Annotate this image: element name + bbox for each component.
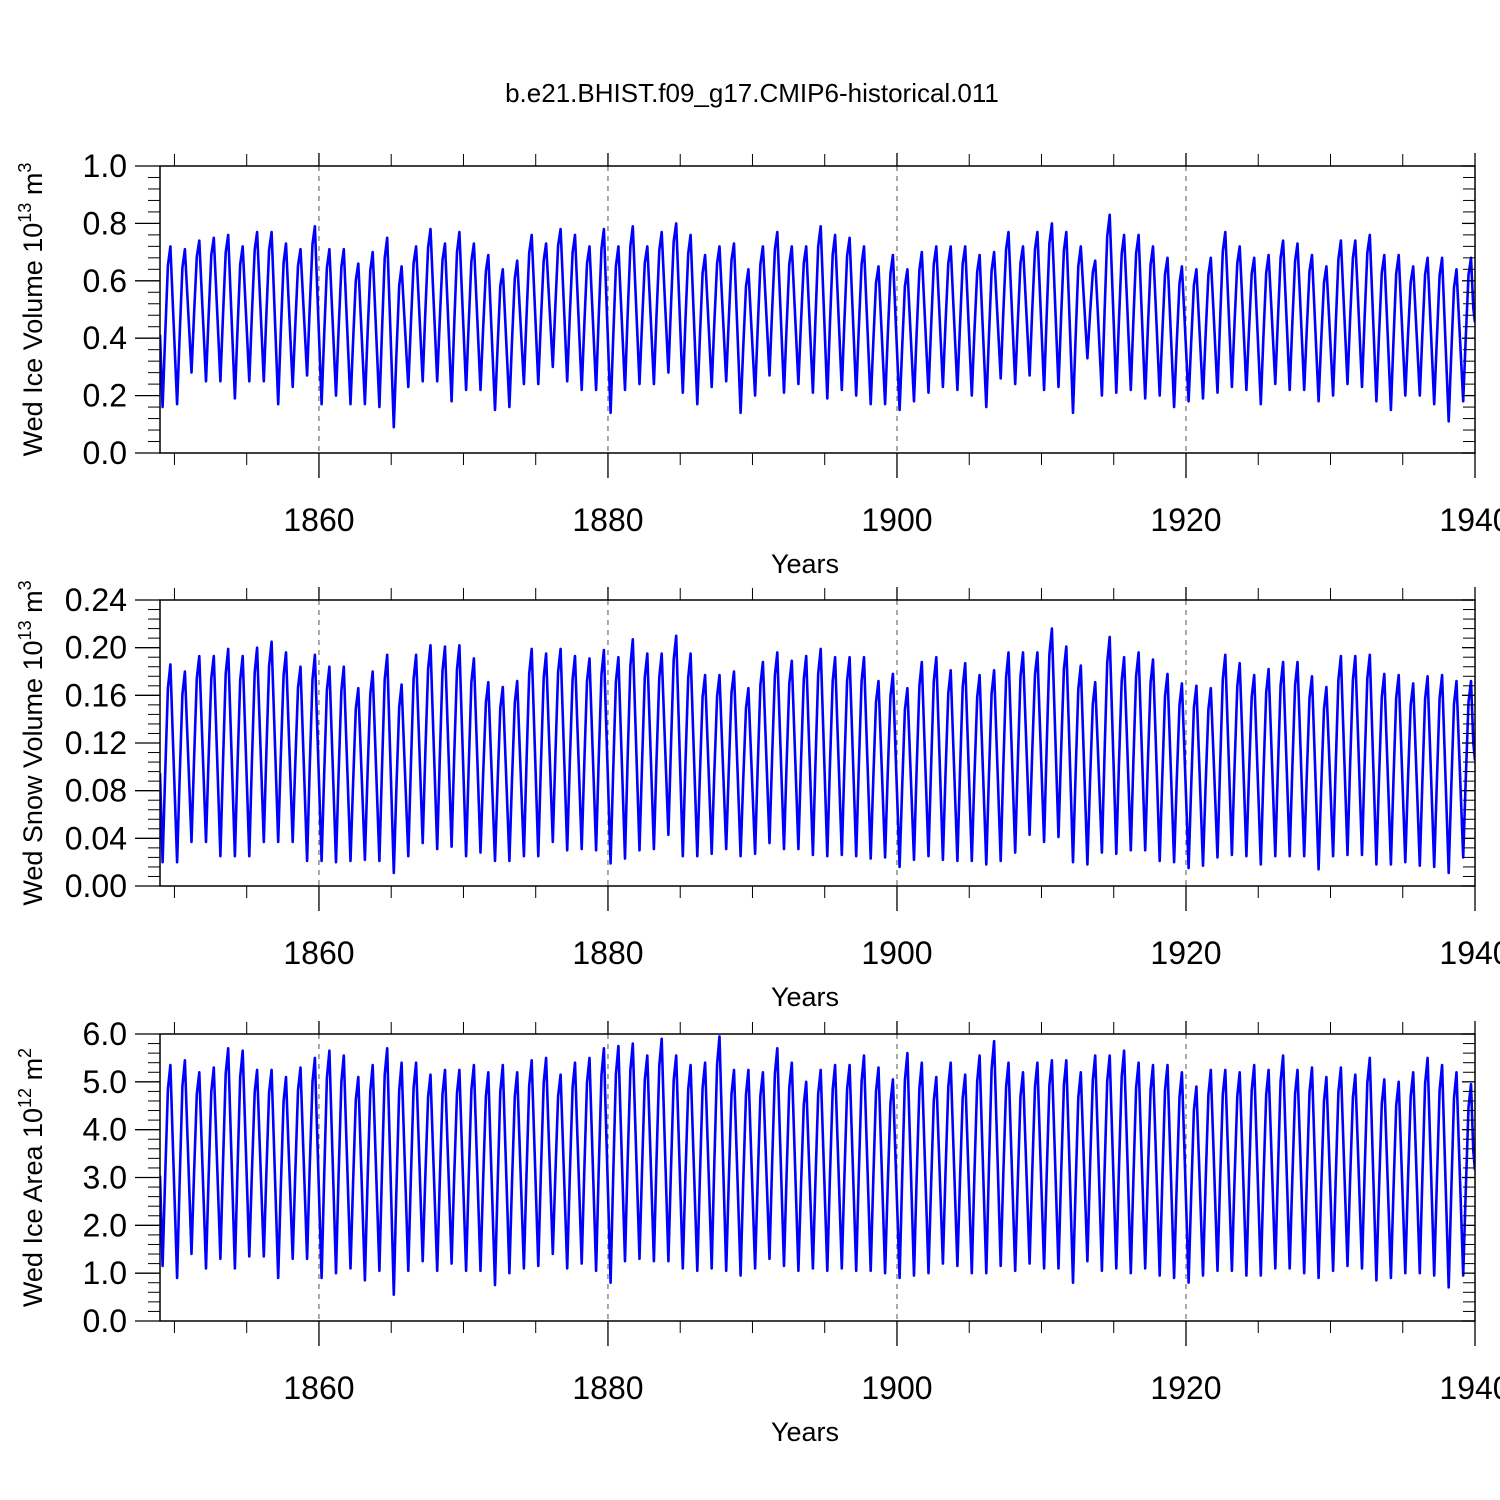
- x-tick-label: 1900: [861, 1370, 932, 1406]
- x-tick-label: 1940: [1439, 1370, 1500, 1406]
- y-tick-label: 4.0: [83, 1112, 127, 1148]
- y-tick-label: 0.00: [65, 868, 127, 904]
- y-tick-label: 1.0: [83, 148, 127, 184]
- y-axis-label: Wed Snow Volume 1013 m3: [15, 580, 48, 905]
- x-tick-label: 1940: [1439, 935, 1500, 971]
- x-tick-label: 1860: [283, 935, 354, 971]
- x-tick-label: 1940: [1439, 502, 1500, 538]
- y-tick-label: 0.4: [83, 320, 127, 356]
- y-tick-label: 5.0: [83, 1064, 127, 1100]
- y-tick-label: 0.8: [83, 205, 127, 241]
- panel-snow-volume: 0.00 0.04 0.08 0.12 0.16 0.20 0.24 1860 1880 1900…: [15, 580, 1500, 1012]
- x-tick-label: 1920: [1150, 1370, 1221, 1406]
- x-tick-label: 1880: [572, 935, 643, 971]
- y-tick-label: 0.20: [65, 630, 127, 666]
- x-tick-label: 1880: [572, 502, 643, 538]
- x-axis-label: Years: [771, 549, 839, 579]
- y-tick-label: 0.6: [83, 263, 127, 299]
- y-tick-label: 0.12: [65, 725, 127, 761]
- y-tick-label: 0.0: [83, 1303, 127, 1339]
- y-tick-label: 6.0: [83, 1016, 127, 1052]
- y-axis-label: Wed Ice Volume 1013 m3: [15, 163, 48, 457]
- y-tick-label: 0.2: [83, 378, 127, 414]
- y-tick-label: 1.0: [83, 1255, 127, 1291]
- y-tick-label: 0.08: [65, 773, 127, 809]
- x-tick-label: 1920: [1150, 935, 1221, 971]
- x-tick-label: 1900: [861, 935, 932, 971]
- y-tick-label: 0.24: [65, 582, 127, 618]
- x-axis-label: Years: [771, 982, 839, 1012]
- chart-title: b.e21.BHIST.f09_g17.CMIP6-historical.011: [505, 78, 999, 108]
- y-tick-label: 3.0: [83, 1160, 127, 1196]
- series-line-snow-volume: [160, 627, 1475, 875]
- x-tick-label: 1860: [283, 502, 354, 538]
- y-axis-label: Wed Ice Area 1012 m2: [15, 1048, 48, 1307]
- y-tick-label: 0.0: [83, 435, 127, 471]
- x-tick-label: 1900: [861, 502, 932, 538]
- x-tick-label: 1920: [1150, 502, 1221, 538]
- series-line-ice-area: [160, 1035, 1475, 1296]
- x-axis-label: Years: [771, 1417, 839, 1447]
- panel-ice-volume: 0.0 0.2 0.4 0.6 0.8 1.0 1860 1880 1900 1920 1940 Ye…: [15, 148, 1500, 579]
- panel-ice-area: 0.0 1.0 2.0 3.0 4.0 5.0 6.0 1860 1880 1900 1920 194…: [15, 1016, 1500, 1447]
- y-tick-label: 0.04: [65, 820, 127, 856]
- y-tick-label: 2.0: [83, 1207, 127, 1243]
- x-tick-label: 1880: [572, 1370, 643, 1406]
- plot-frame-ice-volume: [159, 165, 1476, 454]
- series-line-ice-volume: [160, 213, 1475, 429]
- x-tick-label: 1860: [283, 1370, 354, 1406]
- chart-panels: 0.0 0.2 0.4 0.6 0.8 1.0 1860 1880 1900 1920 1940 Ye…: [15, 148, 1500, 1447]
- y-tick-label: 0.16: [65, 677, 127, 713]
